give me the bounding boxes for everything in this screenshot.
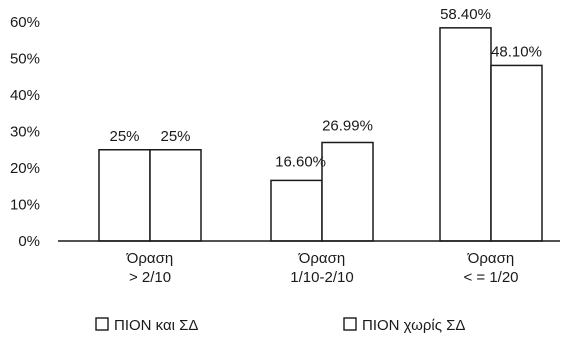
- legend-label: ΠΙΟΝ χωρίς ΣΔ: [362, 317, 465, 334]
- category-label: 1/10-2/10: [290, 269, 353, 286]
- category-label: Όραση: [298, 250, 345, 267]
- legend: ΠΙΟΝ και ΣΔ ΠΙΟΝ χωρίς ΣΔ: [95, 317, 465, 334]
- bar-without-dm-2: [490, 64, 543, 242]
- category-labels: Όραση > 2/10 Όραση 1/10-2/10 Όραση < = 1/20: [126, 250, 519, 286]
- legend-label: ΠΙΟΝ και ΣΔ: [114, 317, 198, 334]
- y-tick-label: 0%: [18, 233, 40, 250]
- data-label: 16.60%: [275, 153, 326, 170]
- data-label: 25%: [160, 128, 190, 145]
- data-label: 26.99%: [322, 117, 373, 134]
- y-axis-ticks: 0% 10% 20% 30% 40% 50% 60%: [10, 14, 40, 250]
- category-label: Όραση: [467, 250, 514, 267]
- y-tick-label: 10%: [10, 197, 40, 214]
- legend-swatch: [343, 317, 357, 331]
- bar-with-dm-1: [270, 179, 323, 242]
- data-labels: 25% 16.60% 58.40% 25% 26.99% 48.10%: [109, 6, 541, 171]
- y-tick-label: 30%: [10, 124, 40, 141]
- bar-with-dm-0: [98, 149, 151, 242]
- data-label: 25%: [109, 128, 139, 145]
- y-tick-label: 40%: [10, 87, 40, 104]
- y-tick-label: 20%: [10, 160, 40, 177]
- y-tick-label: 60%: [10, 14, 40, 31]
- category-label: Όραση: [126, 250, 173, 267]
- y-tick-label: 50%: [10, 51, 40, 68]
- category-label: < = 1/20: [463, 269, 518, 286]
- category-label: > 2/10: [129, 269, 171, 286]
- bar-without-dm-1: [321, 141, 374, 242]
- bars: [98, 27, 543, 242]
- data-label: 48.10%: [491, 43, 542, 60]
- bar-without-dm-0: [149, 149, 202, 242]
- data-label: 58.40%: [440, 6, 491, 23]
- legend-swatch: [95, 317, 109, 331]
- bar-with-dm-2: [439, 27, 492, 242]
